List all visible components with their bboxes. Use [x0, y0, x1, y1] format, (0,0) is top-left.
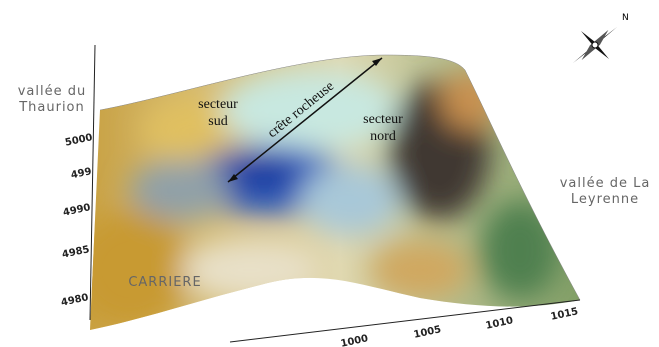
compass — [573, 27, 617, 63]
y-tick-label: 4990 — [62, 202, 92, 219]
y-tick-label: 499 — [70, 166, 93, 181]
x-tick-label: 1005 — [413, 324, 443, 341]
x-tick-label: 1010 — [485, 315, 515, 332]
quarry-label: CARRIERE — [128, 275, 201, 290]
surface — [70, 40, 600, 340]
surface-figure: N vallée duThaurion vallée de LaLeyrenne… — [0, 0, 659, 347]
y-tick-label: 4985 — [61, 244, 91, 261]
y-tick-label: 5000 — [64, 132, 94, 149]
north-label: N — [622, 13, 629, 23]
x-tick-label: 1000 — [340, 333, 370, 347]
y-tick-label: 4980 — [60, 292, 90, 309]
x-tick-label: 1015 — [550, 306, 580, 323]
x-axis — [230, 300, 580, 342]
